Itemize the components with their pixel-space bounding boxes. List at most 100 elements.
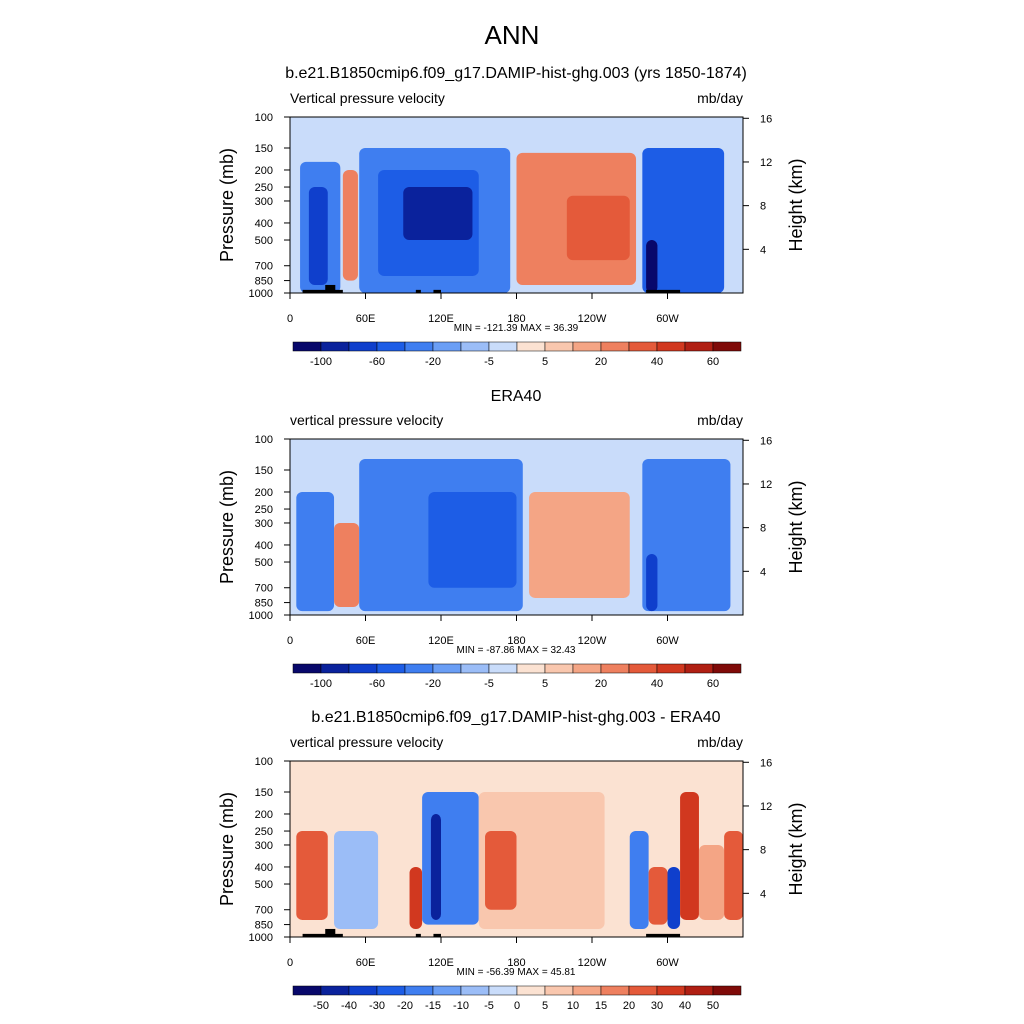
panel-1-xtick-label: 0: [287, 313, 293, 325]
panel-2-colorbar-box: [460, 663, 490, 674]
panel-1-right-string: mb/day: [697, 90, 743, 106]
panel-2-field-patch: [642, 459, 731, 612]
panel-3-field-patch: [724, 831, 743, 920]
panel-1-colorbar-box: [320, 341, 350, 352]
panel-3-colorbar-label: -50: [313, 1000, 329, 1012]
panel-1-colorbar-label: -5: [484, 356, 494, 368]
panel-1-ytick-label: 100: [255, 112, 273, 124]
panel-1-title: b.e21.B1850cmip6.f09_g17.DAMIP-hist-ghg.…: [285, 65, 747, 82]
panel-2-ylabel: Pressure (mb): [217, 470, 237, 584]
panel-1-ytick-label: 700: [255, 261, 273, 273]
panel-1: b.e21.B1850cmip6.f09_g17.DAMIP-hist-ghg.…: [217, 65, 806, 368]
panel-2-xtick-label: 60E: [356, 635, 376, 647]
panel-3-field-patch: [648, 866, 668, 925]
panel-2-ytick-label: 150: [255, 465, 273, 477]
panel-3-xtick-label: 180: [507, 957, 525, 969]
panel-1-topography: [433, 289, 441, 293]
panel-3-field-patch: [698, 844, 725, 920]
panel-2-ytick-right-label: 8: [760, 523, 766, 535]
panel-3-colorbar-label: 15: [595, 1000, 607, 1012]
panel-2-colorbar-box: [572, 663, 602, 674]
panel-1-ylabel: Pressure (mb): [217, 148, 237, 262]
panel-3-field-patch: [485, 831, 517, 910]
panel-1-field-patch: [646, 240, 658, 293]
panel-3-colorbar-label: 50: [707, 1000, 719, 1012]
panel-2-colorbar-box: [656, 663, 686, 674]
panel-3-colorbar-label: -10: [453, 1000, 469, 1012]
panel-3-xtick-label: 60W: [656, 957, 679, 969]
panel-1-topography: [302, 289, 343, 293]
figure-title: ANN: [485, 20, 540, 50]
panel-3-colorbar-box: [292, 985, 322, 996]
panel-3-field-patch: [334, 831, 379, 929]
panel-1-colorbar-box: [628, 341, 658, 352]
panel-1-topography: [415, 289, 421, 293]
panel-2-colorbar-box: [320, 663, 350, 674]
panel-2-colorbar-label: 20: [595, 678, 607, 690]
panel-3-ytick-label: 700: [255, 905, 273, 917]
panel-2-colorbar-label: -60: [369, 678, 385, 690]
panel-3-xtick-label: 60E: [356, 957, 376, 969]
panel-1-ylabel-right: Height (km): [786, 158, 806, 251]
panel-3-ytick-label: 200: [255, 809, 273, 821]
panel-3-ytick-right-label: 16: [760, 757, 772, 769]
panel-2-colorbar-box: [684, 663, 714, 674]
panel-1-field-patch: [642, 147, 725, 293]
panel-1-colorbar-box: [544, 341, 574, 352]
panel-2-xtick-label: 120W: [578, 635, 607, 647]
panel-2-ytick-label: 400: [255, 540, 273, 552]
panel-3-ylabel: Pressure (mb): [217, 792, 237, 906]
panel-1-ytick-label: 1000: [249, 288, 273, 300]
panel-1-colorbar-box: [572, 341, 602, 352]
panel-3-xtick-label: 120W: [578, 957, 607, 969]
panel-2-ytick-label: 300: [255, 518, 273, 530]
panel-1-colorbar-label: 20: [595, 356, 607, 368]
panel-3-colorbar-box: [488, 985, 518, 996]
panel-1-colorbar-label: -100: [310, 356, 332, 368]
panel-1-plot: 0 60E 120E 180 120W 60W 100 150 200 250 300 400 500 7…: [249, 112, 773, 325]
panel-1-ytick-label: 200: [255, 165, 273, 177]
panel-1-ytick-right-label: 8: [760, 201, 766, 213]
panel-1-field-patch: [308, 187, 328, 285]
panel-3-topography: [302, 933, 343, 937]
panel-1-colorbar-box: [292, 341, 322, 352]
panel-2-right-string: mb/day: [697, 412, 743, 428]
panel-3-field-patch: [409, 866, 423, 929]
panel-2-colorbar-box: [292, 663, 322, 674]
panel-1-ytick-label: 300: [255, 196, 273, 208]
panel-3-colorbar-box: [432, 985, 462, 996]
panel-2-ytick-right-label: 16: [760, 435, 772, 447]
panel-3-field-patch: [680, 791, 699, 920]
panel-3-ytick-right-label: 4: [760, 888, 766, 900]
panel-2-title: ERA40: [491, 388, 542, 405]
panel-3-colorbar-label: 0: [514, 1000, 520, 1012]
panel-1-colorbar-box: [600, 341, 630, 352]
panel-3-colorbar-label: -15: [425, 1000, 441, 1012]
panel-2-xtick-label: 180: [507, 635, 525, 647]
panel-3-colorbar-box: [376, 985, 406, 996]
panel-2-xtick-label: 0: [287, 635, 293, 647]
panel-1-xtick-label: 60W: [656, 313, 679, 325]
panel-3-ytick-right-label: 12: [760, 801, 772, 813]
panel-3-ytick-label: 300: [255, 840, 273, 852]
panel-1-colorbar-box: [656, 341, 686, 352]
panel-2-colorbar-label: 40: [651, 678, 663, 690]
panel-3-ytick-label: 500: [255, 879, 273, 891]
panel-2-colorbar-label: 60: [707, 678, 719, 690]
panel-3-title: b.e21.B1850cmip6.f09_g17.DAMIP-hist-ghg.…: [311, 709, 720, 726]
panel-2-ytick-right-label: 12: [760, 479, 772, 491]
panel-1-field-patch: [342, 169, 358, 281]
panel-2-left-string: vertical pressure velocity: [290, 412, 443, 428]
panel-1-xtick-label: 120E: [428, 313, 454, 325]
panel-3-colorbar-label: -5: [484, 1000, 494, 1012]
panel-3-xtick-label: 0: [287, 957, 293, 969]
panel-2-colorbar-box: [348, 663, 378, 674]
panel-2-minmax: MIN = -87.86 MAX = 32.43: [457, 645, 576, 656]
panel-2: ERA40 vertical pressure velocity mb/day …: [217, 388, 806, 690]
panel-3-colorbar-box: [572, 985, 602, 996]
panel-1-colorbar-box: [488, 341, 518, 352]
panel-1-topography: [646, 289, 681, 293]
panel-2-xtick-label: 60W: [656, 635, 679, 647]
panel-1-ytick-label: 150: [255, 143, 273, 155]
